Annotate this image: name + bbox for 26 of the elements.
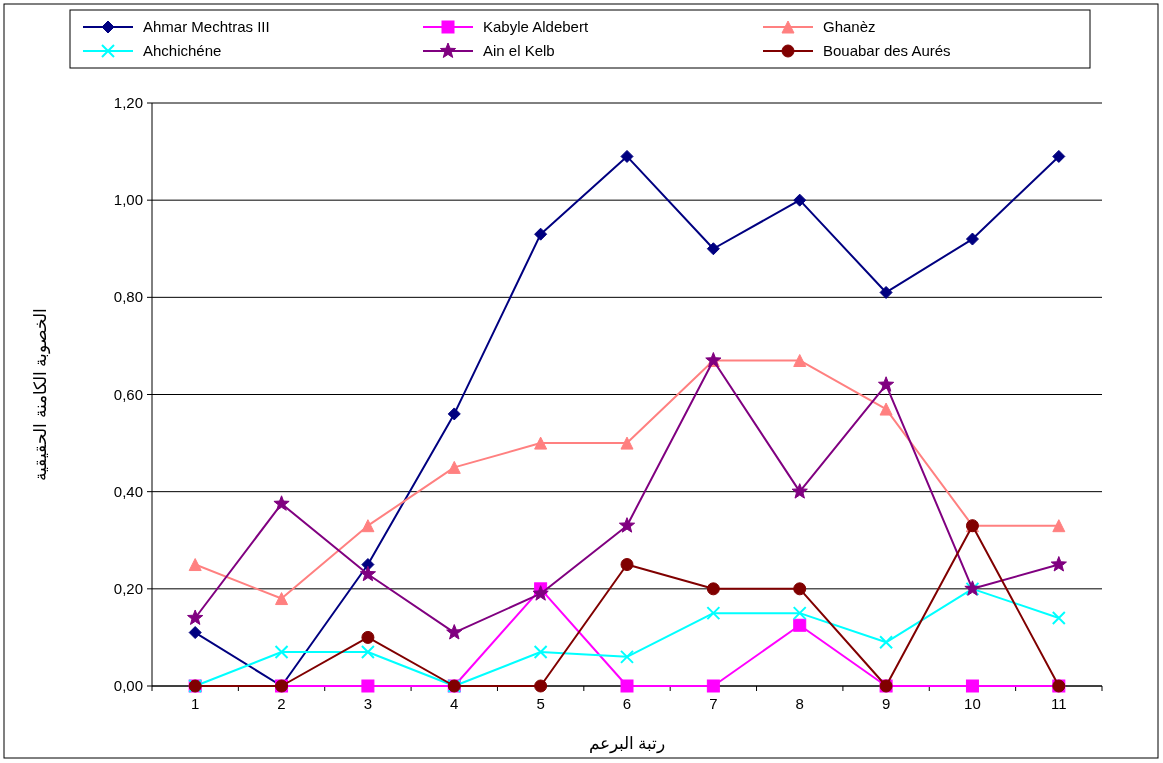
x-tick-label: 2 [277, 695, 286, 712]
y-tick-label: 0,80 [113, 288, 143, 306]
y-tick-label: 0,00 [113, 677, 143, 694]
y-tick-label: 0,20 [113, 579, 143, 597]
x-tick-label: 8 [795, 695, 804, 712]
y-tick-label: 1,20 [113, 94, 143, 111]
x-tick-label: 6 [622, 695, 632, 712]
legend-label: Kabyle Aldebert [483, 18, 589, 35]
x-tick-label: 4 [450, 695, 459, 712]
y-tick-label: 0,40 [113, 482, 143, 500]
x-tick-label: 11 [1051, 695, 1067, 712]
x-tick-label: 5 [536, 695, 545, 712]
legend-label: Ahmar Mechtras III [143, 18, 270, 35]
x-tick-label: 1 [191, 695, 200, 712]
x-tick-label: 7 [709, 695, 718, 712]
y-tick-label: 0,60 [113, 385, 143, 403]
y-tick-label: 1,00 [113, 191, 143, 209]
x-tick-label: 9 [881, 695, 891, 712]
legend-label: Bouabar des Aurés [823, 42, 951, 59]
legend-label: Ain el Kelb [483, 42, 555, 59]
legend-label: Ahchichéne [143, 42, 222, 59]
y-axis-title: الخصوبة الكامنة الحقيقية [31, 307, 51, 482]
x-axis-title: رتبة البرعم [588, 734, 666, 754]
x-tick-label: 10 [964, 695, 981, 712]
legend-label: Ghanèz [823, 18, 876, 35]
x-tick-label: 3 [363, 695, 373, 712]
